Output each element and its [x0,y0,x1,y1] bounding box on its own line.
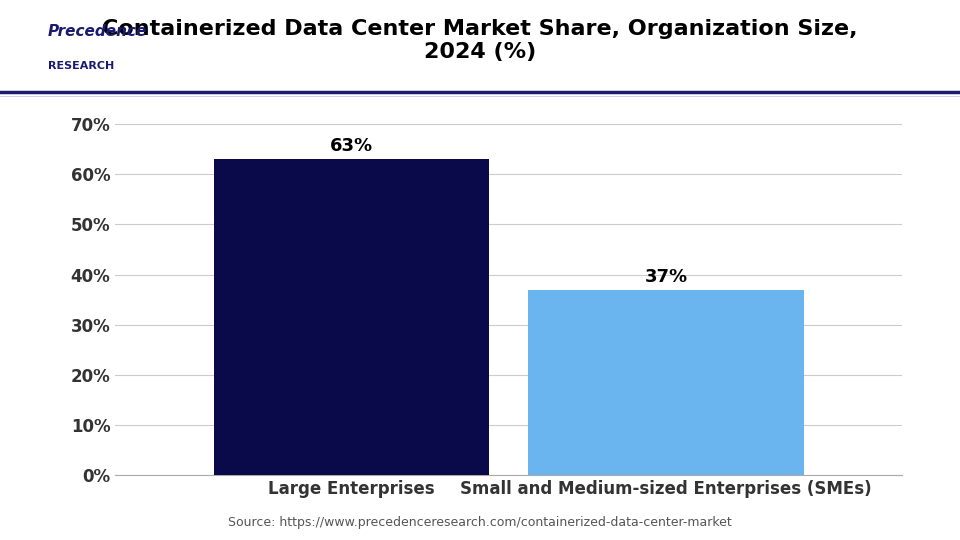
Text: RESEARCH: RESEARCH [48,61,114,71]
Text: 37%: 37% [645,268,687,286]
Bar [214,159,489,475]
Text: Containerized Data Center Market Share, Organization Size,
2024 (%): Containerized Data Center Market Share, … [103,19,857,63]
Text: Source: https://www.precedenceresearch.com/containerized-data-center-market: Source: https://www.precedenceresearch.c… [228,516,732,529]
Text: Precedence: Precedence [48,24,148,38]
Bar [528,289,804,475]
Text: 63%: 63% [330,137,372,156]
